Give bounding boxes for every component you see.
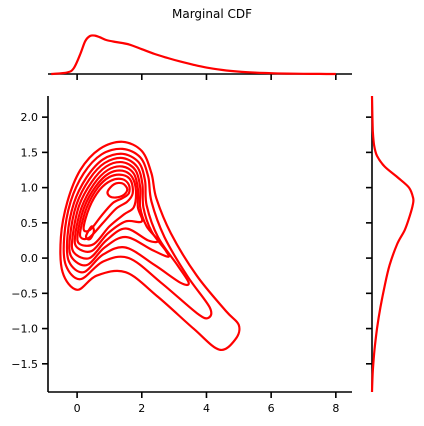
contour-level-2 [62, 147, 213, 320]
x-tick-label: 6 [268, 402, 275, 415]
contour-level-8 [78, 173, 134, 241]
x-tick-label: 4 [203, 402, 210, 415]
contour-level-1 [59, 140, 241, 352]
x-marginal-plot [48, 34, 352, 80]
x-marginal-density-line [51, 34, 336, 76]
y-tick-label: −1.0 [11, 323, 38, 336]
joint-plot: 0 2 4 6 8 −1.5 −1.0 −0.5 0.0 0.5 1.0 1.5 2.0 [11, 96, 352, 415]
contour-level-5 [70, 161, 160, 260]
y-marginal-plot [366, 95, 415, 393]
contour-lines [59, 140, 241, 352]
y-axis: −1.5 −1.0 −0.5 0.0 0.5 1.0 1.5 2.0 [11, 96, 49, 392]
x-axis: 0 2 4 6 8 [48, 391, 352, 415]
x-tick-label: 0 [74, 402, 81, 415]
y-tick-label: −0.5 [11, 287, 38, 300]
x-tick-label: 8 [332, 402, 339, 415]
contour-level-9 [82, 177, 131, 233]
contour-level-6 [73, 165, 144, 253]
y-tick-label: 0.5 [21, 217, 39, 230]
contour-level-11 [84, 225, 96, 241]
y-tick-label: 1.5 [21, 146, 39, 159]
y-tick-label: 1.0 [21, 182, 39, 195]
contour-level-7 [76, 169, 138, 247]
y-marginal-density-line [370, 95, 415, 393]
y-tick-label: 0.0 [21, 252, 39, 265]
y-tick-label: 2.0 [21, 111, 39, 124]
chart-title: Marginal CDF [172, 7, 252, 21]
x-tick-label: 2 [138, 402, 145, 415]
y-tick-label: −1.5 [11, 358, 38, 371]
contour-level-10 [106, 181, 129, 199]
